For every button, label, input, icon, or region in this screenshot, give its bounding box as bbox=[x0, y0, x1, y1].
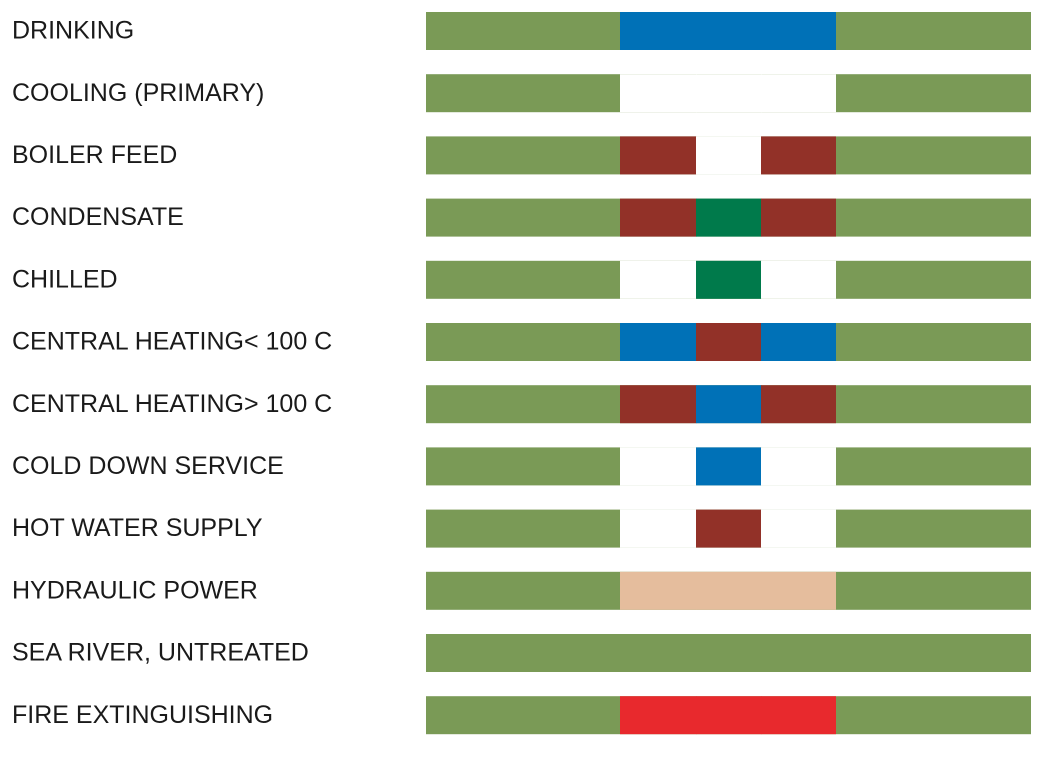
pipe-band bbox=[696, 385, 762, 424]
pipe-band bbox=[761, 696, 836, 735]
pipe-band bbox=[761, 323, 836, 361]
pipe-band bbox=[696, 260, 762, 299]
pipe-band bbox=[696, 509, 762, 548]
pipe-band bbox=[620, 74, 697, 113]
pipe-band bbox=[696, 198, 762, 237]
row-label: HOT WATER SUPPLY bbox=[12, 514, 263, 542]
pipe-band bbox=[761, 571, 836, 610]
pipe-band bbox=[620, 385, 697, 424]
row-label: BOILER FEED bbox=[12, 141, 177, 169]
pipe-band bbox=[620, 571, 697, 610]
row-label: DRINKING bbox=[12, 17, 134, 45]
pipe-band bbox=[761, 447, 836, 486]
pipe-band bbox=[620, 198, 697, 237]
pipe-band bbox=[620, 509, 697, 548]
pipe-band bbox=[620, 323, 697, 361]
row-label: COOLING (PRIMARY) bbox=[12, 79, 264, 107]
row-label: HYDRAULIC POWER bbox=[12, 576, 258, 604]
row-label: FIRE EXTINGUISHING bbox=[12, 701, 273, 729]
pipe-band bbox=[696, 571, 762, 610]
pipe-band bbox=[620, 136, 697, 175]
pipe-band bbox=[761, 260, 836, 299]
row-label: CHILLED bbox=[12, 265, 118, 293]
pipe-band bbox=[761, 198, 836, 237]
pipe-band bbox=[620, 260, 697, 299]
pipe-band bbox=[761, 509, 836, 548]
row-label: SEA RIVER, UNTREATED bbox=[12, 639, 309, 667]
pipe-band bbox=[761, 74, 836, 113]
row-label: CONDENSATE bbox=[12, 203, 184, 231]
pipe-band bbox=[761, 12, 836, 50]
pipe-band bbox=[620, 696, 697, 735]
pipe-band bbox=[696, 447, 762, 486]
pipe-band bbox=[761, 385, 836, 424]
pipe-band bbox=[696, 696, 762, 735]
pipe-band bbox=[696, 136, 762, 175]
row-label: CENTRAL HEATING> 100 C bbox=[12, 390, 332, 418]
pipe-band bbox=[696, 74, 762, 113]
pipe-band bbox=[696, 323, 762, 361]
row-label: CENTRAL HEATING< 100 C bbox=[12, 328, 332, 356]
pipe-band bbox=[761, 136, 836, 175]
pipe-band bbox=[620, 447, 697, 486]
row-label: COLD DOWN SERVICE bbox=[12, 452, 284, 480]
pipe-band bbox=[696, 12, 762, 50]
pipe-band bbox=[620, 12, 697, 50]
pipe-base bbox=[426, 634, 1031, 672]
